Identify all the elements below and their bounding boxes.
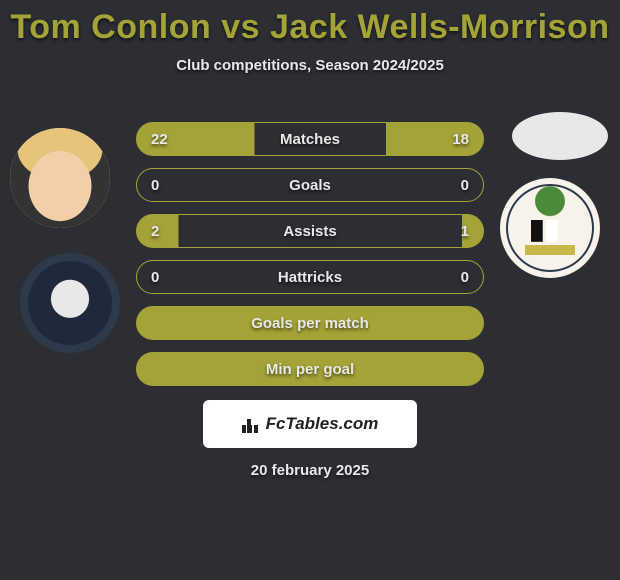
stat-row: 0 Goals 0 xyxy=(136,168,484,202)
stat-right-value: 1 xyxy=(461,223,469,240)
subtitle: Club competitions, Season 2024/2025 xyxy=(0,57,620,74)
stat-row: 22 Matches 18 xyxy=(136,122,484,156)
stat-label: Goals per match xyxy=(137,315,483,332)
footer-date: 20 february 2025 xyxy=(0,462,620,479)
page-title: Tom Conlon vs Jack Wells-Morrison xyxy=(0,0,620,47)
stats-list: 22 Matches 18 0 Goals 0 2 Assists 1 0 Ha… xyxy=(136,122,484,398)
stat-label: Hattricks xyxy=(137,269,483,286)
stat-label: Goals xyxy=(137,177,483,194)
player-photo-right xyxy=(512,112,608,160)
stat-row: Min per goal xyxy=(136,352,484,386)
club-badge-right xyxy=(500,178,600,278)
stat-row: Goals per match xyxy=(136,306,484,340)
brand-badge: FcTables.com xyxy=(203,400,417,448)
stat-right-value: 0 xyxy=(461,177,469,194)
stat-row: 2 Assists 1 xyxy=(136,214,484,248)
brand-text: FcTables.com xyxy=(266,414,379,434)
stat-right-value: 0 xyxy=(461,269,469,286)
stat-row: 0 Hattricks 0 xyxy=(136,260,484,294)
player-photo-left xyxy=(10,128,110,228)
chart-icon xyxy=(242,415,260,433)
stat-right-value: 18 xyxy=(452,131,469,148)
stat-label: Matches xyxy=(137,131,483,148)
stat-label: Min per goal xyxy=(137,361,483,378)
stat-label: Assists xyxy=(137,223,483,240)
club-badge-left xyxy=(20,253,120,353)
